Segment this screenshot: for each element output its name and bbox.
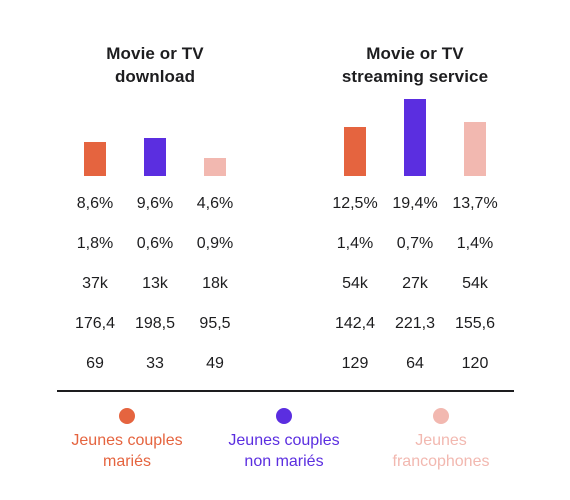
panel-title-line: download [114,67,196,86]
legend-label: Jeunes francophones [356,430,526,472]
table-cell: 198,5 [134,315,176,332]
legend-label-line: Jeunes [415,432,467,449]
legend-label-line: non mariés [244,453,324,470]
table-cell: 49 [206,355,224,372]
table-cell: 69 [86,355,104,372]
legend-item: Jeunes couples mariés [42,408,212,472]
legend-label-line: mariés [102,453,151,470]
panel-title: Movie or TV download [55,42,255,88]
panel-title: Movie or TV streaming service [315,42,515,88]
table-cell: 13k [142,275,168,292]
baseline-divider [57,390,514,392]
table-cell: 27k [402,275,428,292]
table-cell: 64 [406,355,424,372]
table-cell: 95,5 [199,315,231,332]
bar [204,158,226,176]
legend-item: Jeunes couples non mariés [199,408,369,472]
table-cell: 37k [82,275,108,292]
table-cell: 1,8% [76,235,114,252]
legend-dot [119,408,135,424]
table-cell: 33 [146,355,164,372]
table-cell: 54k [462,275,488,292]
panel-title-line: Movie or TV [106,44,204,63]
table-cell: 129 [341,355,369,372]
legend-label: Jeunes couples non mariés [199,430,369,472]
legend-item: Jeunes francophones [356,408,526,472]
table-cell: 155,6 [454,315,496,332]
table-cell: 0,6% [136,235,174,252]
table-cell: 142,4 [334,315,376,332]
legend-label-line: Jeunes couples [228,432,340,449]
bar [404,99,426,176]
bar [84,142,106,176]
table-cell: 221,3 [394,315,436,332]
table-cell: 1,4% [456,235,494,252]
legend-label-line: Jeunes couples [71,432,183,449]
table-cell: 18k [202,275,228,292]
table-cell: 54k [342,275,368,292]
legend-dot [433,408,449,424]
panel-title-line: Movie or TV [366,44,464,63]
legend-label-line: francophones [392,453,490,470]
panel-title-line: streaming service [341,67,489,86]
legend-dot [276,408,292,424]
table-cell: 9,6% [136,195,174,212]
table-cell: 0,7% [396,235,434,252]
table-cell: 1,4% [336,235,374,252]
table-cell: 0,9% [196,235,234,252]
table-cell: 4,6% [196,195,234,212]
table-cell: 120 [461,355,489,372]
table-cell: 8,6% [76,195,114,212]
bar [464,122,486,176]
bar [144,138,166,176]
table-cell: 19,4% [392,195,438,212]
table-cell: 13,7% [452,195,498,212]
legend-label: Jeunes couples mariés [42,430,212,472]
bar [344,127,366,176]
table-cell: 176,4 [74,315,116,332]
table-cell: 12,5% [332,195,378,212]
